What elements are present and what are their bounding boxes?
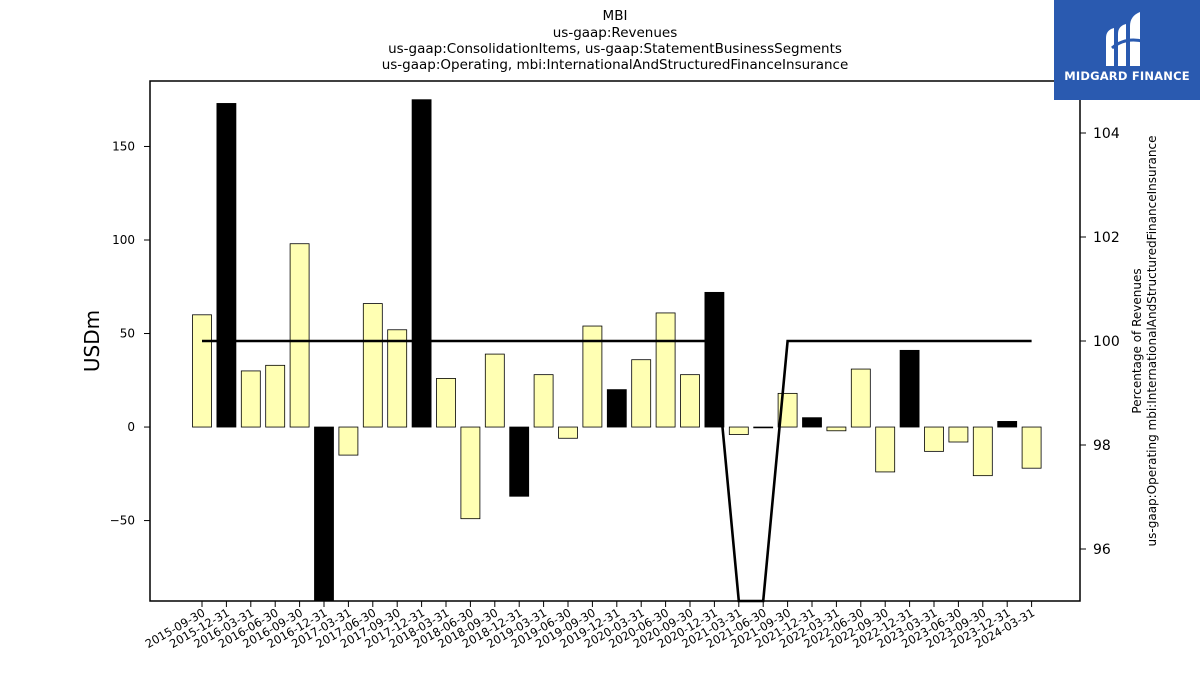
bar-2024-03-31	[1021, 426, 1042, 469]
bar-2019-09-30	[582, 325, 603, 428]
left-tick-label: 100	[112, 233, 135, 247]
bar-2020-09-30	[680, 374, 700, 428]
bar-2020-03-31	[631, 359, 652, 428]
x-axis: 2015-09-302015-12-312016-03-312016-06-30…	[143, 601, 1037, 651]
right-y-axis: 96 98 100 102 104	[1080, 126, 1120, 558]
title-line-4: us-gaap:Operating, mbi:InternationalAndS…	[382, 57, 849, 73]
bar-2022-06-30	[850, 368, 871, 428]
title-line-2: us-gaap:Revenues	[553, 25, 678, 41]
right-tick-label: 100	[1093, 334, 1120, 350]
y-axis-label-right-line-1: Percentage of Revenues	[1130, 268, 1144, 413]
bar-2017-12-31	[411, 99, 432, 428]
midgard-finance-logo: MIDGARD FINANCE	[1054, 0, 1200, 100]
bar-2019-03-31	[533, 374, 554, 428]
bar-2016-12-31	[314, 426, 334, 602]
bar-2019-06-30	[558, 426, 578, 439]
bar-2015-12-31	[216, 103, 237, 428]
percentage-line	[202, 339, 1032, 603]
title-line-3: us-gaap:ConsolidationItems, us-gaap:Stat…	[388, 41, 842, 57]
bar-2023-06-30	[948, 426, 969, 443]
bar-2018-12-31	[509, 426, 530, 497]
percentage-line-series	[202, 339, 1032, 603]
bar-2021-12-31	[802, 417, 822, 428]
left-y-axis: −50 0 50 100 150	[110, 139, 150, 528]
right-tick-label: 104	[1093, 126, 1120, 142]
right-tick-label: 96	[1093, 542, 1111, 558]
left-tick-label: 0	[127, 420, 135, 434]
bar-2023-03-31	[924, 426, 944, 452]
y-axis-label-right-line-2: us-gaap:Operating mbi:InternationalAndSt…	[1145, 136, 1159, 547]
title-line-1: MBI	[603, 8, 628, 24]
bar-2023-12-31	[997, 421, 1018, 428]
bar-2016-09-30	[289, 243, 310, 428]
bars	[192, 99, 1042, 602]
bar-2016-06-30	[265, 364, 286, 428]
bar-2018-03-31	[436, 378, 456, 428]
bar-2021-03-31	[728, 426, 749, 435]
bar-2016-03-31	[240, 370, 261, 428]
logo-text: MIDGARD FINANCE	[1064, 69, 1190, 83]
bar-2017-03-31	[338, 426, 359, 456]
y-axis-label-left: USDm	[80, 310, 104, 372]
bar-2015-09-30	[192, 314, 212, 428]
bar-2018-06-30	[460, 426, 481, 520]
bar-2017-09-30	[387, 329, 408, 428]
bar-2022-12-31	[899, 349, 920, 428]
left-tick-label: 50	[120, 327, 135, 341]
bar-2021-06-30	[753, 426, 774, 429]
bar-2017-06-30	[362, 303, 383, 428]
left-tick-label: −50	[110, 514, 135, 528]
chart-title: MBI us-gaap:Revenues us-gaap:Consolidati…	[382, 8, 849, 73]
left-tick-label: 150	[112, 139, 135, 153]
right-tick-label: 98	[1093, 438, 1111, 454]
bar-2022-09-30	[875, 426, 896, 473]
midgard-logo-icon	[1106, 12, 1147, 66]
bar-2018-09-30	[484, 353, 505, 428]
right-tick-label: 102	[1093, 230, 1120, 246]
bar-2020-06-30	[655, 312, 676, 428]
bar-2023-09-30	[972, 426, 993, 477]
bar-2022-03-31	[826, 426, 847, 432]
bar-2019-12-31	[606, 389, 627, 428]
